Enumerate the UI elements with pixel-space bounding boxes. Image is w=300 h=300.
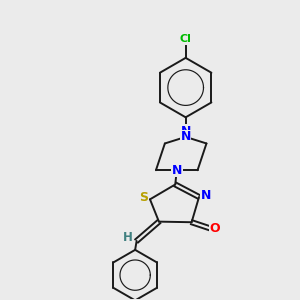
Text: N: N — [172, 164, 182, 177]
Text: N: N — [181, 130, 191, 143]
Text: S: S — [139, 191, 148, 204]
Text: Cl: Cl — [180, 34, 192, 44]
Text: H: H — [123, 232, 133, 244]
Text: N: N — [200, 189, 211, 202]
Text: O: O — [209, 222, 220, 235]
Text: N: N — [181, 125, 191, 138]
